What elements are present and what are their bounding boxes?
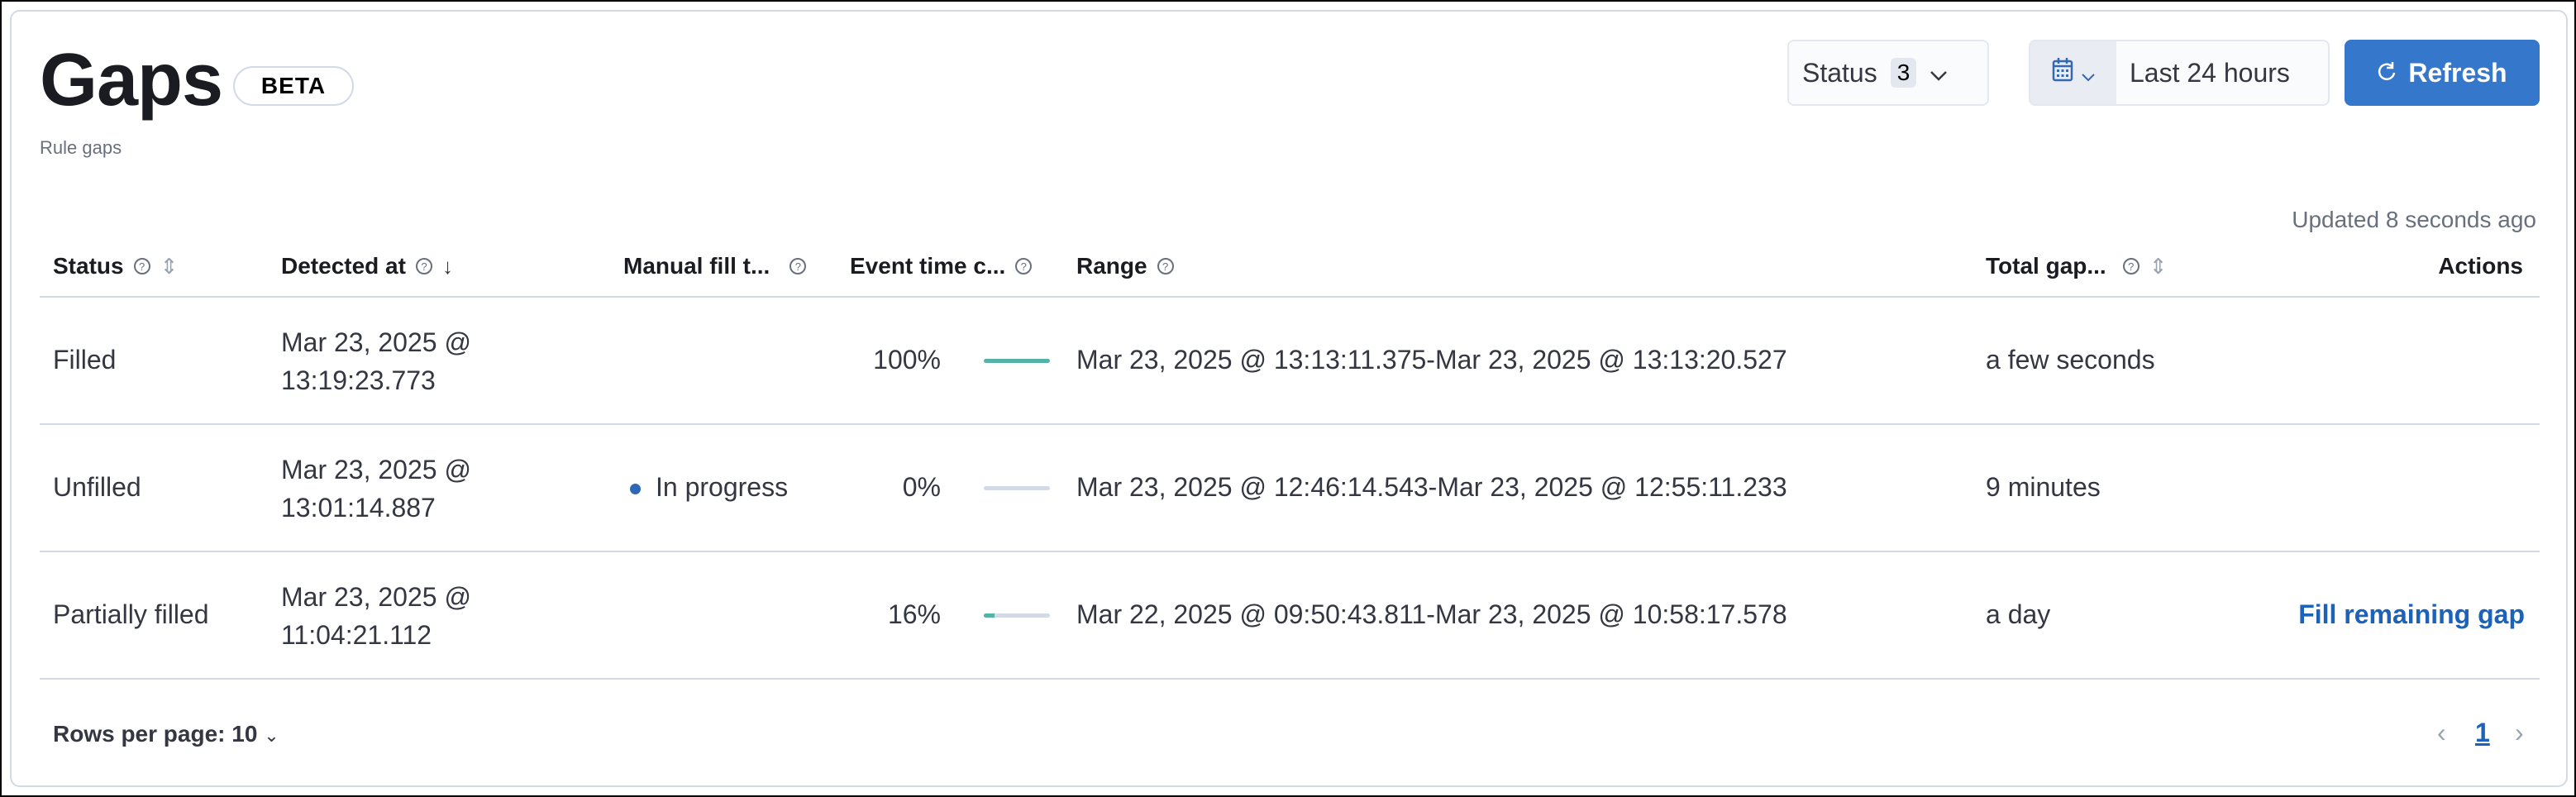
chevron-down-icon: ⌄ — [264, 725, 279, 746]
chevron-down-icon — [1930, 58, 1948, 88]
column-header-detected-at[interactable]: Detected at? ↓ — [281, 253, 453, 279]
refresh-button[interactable]: Refresh — [2345, 40, 2540, 106]
rows-per-page-label: Rows per page: 10 — [53, 721, 258, 747]
range-cell: Mar 23, 2025 @ 13:13:11.375-Mar 23, 2025… — [1076, 345, 1787, 375]
updated-timestamp: Updated 8 seconds ago — [2292, 207, 2536, 232]
status-cell: Filled — [53, 345, 117, 375]
refresh-icon — [2377, 58, 2397, 88]
rows-per-page-button[interactable]: Rows per page: 10 ⌄ — [53, 721, 279, 747]
help-icon[interactable]: ? — [1157, 258, 1174, 274]
status-cell: Partially filled — [53, 599, 209, 629]
page-title: Gaps — [40, 39, 223, 122]
sort-icon[interactable]: ⇕ — [2149, 253, 2168, 279]
detected-date: Mar 23, 2025 @ — [281, 327, 471, 357]
range-cell: Mar 23, 2025 @ 12:46:14.543-Mar 23, 2025… — [1076, 472, 1787, 502]
next-page-button[interactable]: › — [2515, 718, 2524, 747]
column-header-total-gap[interactable]: Total gap...? ⇕ — [1986, 253, 2168, 279]
detected-date: Mar 23, 2025 @ — [281, 582, 471, 612]
column-header-range[interactable]: Range? — [1076, 253, 1174, 279]
fill-remaining-gap-link[interactable]: Fill remaining gap — [2298, 599, 2525, 629]
column-label: Detected at — [281, 253, 406, 279]
detected-time: 11:04:21.112 — [281, 620, 432, 650]
detected-time: 13:19:23.773 — [281, 365, 436, 395]
row-divider — [40, 423, 2540, 425]
column-header-status[interactable]: Status? ⇕ — [53, 253, 178, 279]
total-gap-cell: a day — [1986, 599, 2051, 629]
row-divider — [40, 551, 2540, 552]
previous-page-button[interactable]: ‹ — [2437, 718, 2446, 747]
help-icon[interactable]: ? — [2122, 258, 2140, 274]
total-gap-cell: 9 minutes — [1986, 472, 2101, 502]
event-time-progress-bar — [984, 486, 1050, 490]
help-icon[interactable]: ? — [1015, 258, 1033, 274]
status-filter-button[interactable]: Status 3 — [1787, 40, 1989, 106]
date-range-value[interactable]: Last 24 hours — [2130, 57, 2290, 88]
beta-badge: BETA — [233, 66, 354, 106]
help-icon[interactable]: ? — [133, 258, 150, 274]
column-header-actions: Actions — [2438, 253, 2523, 279]
manual-fill-status: In progress — [630, 472, 788, 503]
column-label: Manual fill t... — [623, 253, 770, 279]
column-label: Actions — [2438, 253, 2523, 279]
status-cell: Unfilled — [53, 472, 141, 502]
sort-icon[interactable]: ⇕ — [160, 253, 179, 279]
detected-at-cell: Mar 23, 2025 @ 13:01:14.887 — [281, 451, 471, 527]
sort-descending-icon[interactable]: ↓ — [441, 253, 453, 279]
help-icon[interactable]: ? — [415, 258, 432, 274]
column-label: Total gap... — [1986, 253, 2106, 279]
page-1-button[interactable]: 1 — [2475, 718, 2490, 747]
help-icon[interactable]: ? — [789, 258, 807, 274]
date-picker[interactable]: Last 24 hours — [2029, 40, 2330, 106]
event-time-percent: 0% — [902, 472, 941, 502]
chevron-down-icon — [2082, 58, 2095, 88]
manual-fill-label: In progress — [656, 472, 789, 502]
event-time-percent: 16% — [887, 599, 941, 629]
header-divider — [40, 296, 2540, 298]
quick-select-button[interactable] — [2030, 41, 2116, 104]
column-header-manual-fill[interactable]: Manual fill t...? — [623, 253, 807, 279]
event-time-progress-bar — [984, 613, 1050, 618]
row-divider — [40, 678, 2540, 680]
detected-at-cell: Mar 23, 2025 @ 11:04:21.112 — [281, 578, 471, 654]
detected-at-cell: Mar 23, 2025 @ 13:19:23.773 — [281, 323, 471, 399]
range-cell: Mar 22, 2025 @ 09:50:43.811-Mar 23, 2025… — [1076, 599, 1787, 629]
column-label: Status — [53, 253, 124, 279]
progress-fill — [984, 613, 995, 618]
refresh-label: Refresh — [2408, 57, 2507, 88]
gaps-panel — [10, 10, 2568, 787]
status-filter-count: 3 — [1890, 58, 1917, 88]
column-label: Event time c... — [850, 253, 1006, 279]
column-header-event-time[interactable]: Event time c...? — [850, 253, 1033, 279]
event-time-progress-bar — [984, 359, 1050, 363]
event-time-percent: 100% — [873, 345, 941, 375]
column-label: Range — [1076, 253, 1147, 279]
page-subtitle: Rule gaps — [40, 137, 122, 158]
in-progress-dot-icon — [630, 484, 641, 495]
detected-date: Mar 23, 2025 @ — [281, 455, 471, 484]
total-gap-cell: a few seconds — [1986, 345, 2155, 375]
calendar-icon — [2052, 57, 2073, 88]
detected-time: 13:01:14.887 — [281, 493, 436, 523]
progress-fill — [984, 359, 1050, 363]
status-filter-label: Status — [1802, 57, 1877, 88]
